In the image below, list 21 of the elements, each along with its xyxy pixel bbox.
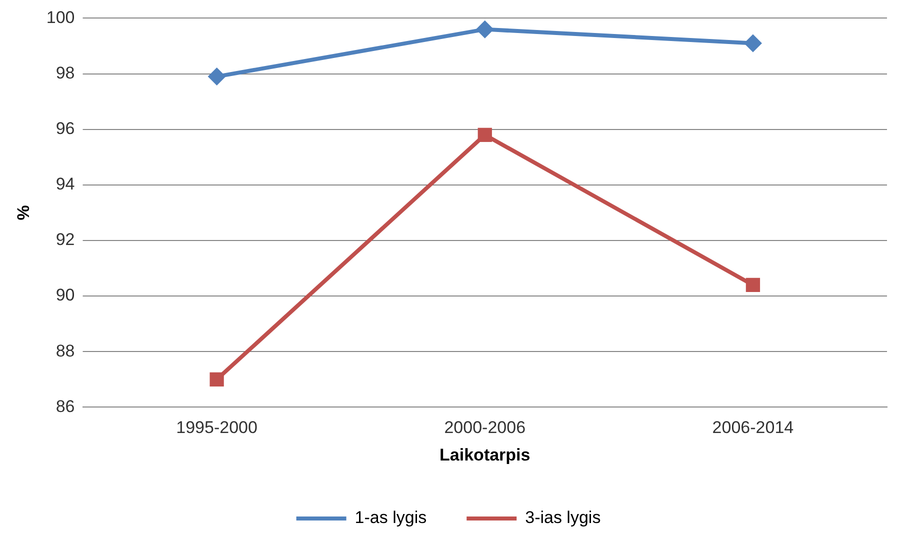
- x-axis-title: Laikotarpis: [440, 445, 530, 464]
- y-tick-label: 86: [56, 396, 75, 416]
- point: [208, 68, 226, 86]
- y-tick-label: 90: [56, 286, 75, 305]
- point: [478, 128, 492, 142]
- y-tick-label: 98: [56, 63, 75, 82]
- y-tick-label: 88: [56, 341, 75, 360]
- x-tick-label: 1995-2000: [176, 418, 258, 438]
- y-tick-label: 92: [56, 230, 75, 250]
- point: [746, 278, 760, 292]
- y-axis-title: %: [14, 205, 33, 220]
- y-tick-label: 100: [46, 8, 75, 27]
- legend-label: 3-ias lygis: [525, 508, 601, 528]
- point: [476, 20, 494, 38]
- x-tick-label: 2000-2006: [444, 418, 526, 438]
- point: [744, 34, 762, 52]
- point: [210, 372, 224, 386]
- y-tick-label: 96: [56, 119, 75, 138]
- y-tick-label: 94: [56, 174, 75, 194]
- x-tick-label: 2006-2014: [712, 418, 794, 438]
- legend-label: 1-as lygis: [354, 508, 427, 528]
